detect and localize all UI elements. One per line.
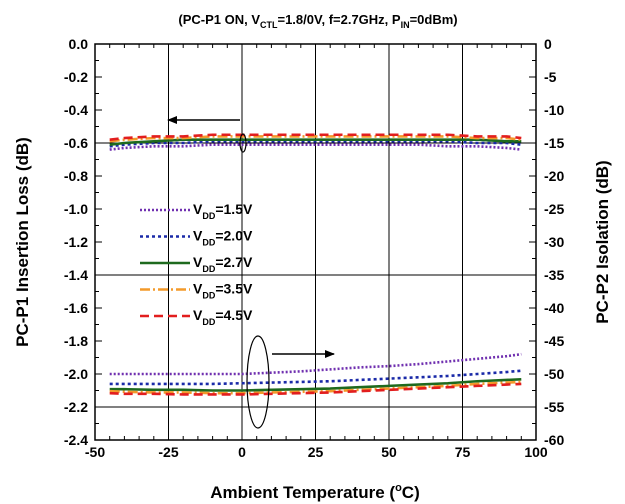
right-y-tick-label: -45	[544, 333, 564, 349]
legend-label-3: VDD=2.7V	[193, 254, 253, 274]
left-y-tick-labels: 0.0 -0.2 -0.4 -0.6 -0.8 -1.0 -1.2 -1.4 -1.6 -1.8 -…	[64, 36, 88, 448]
left-y-tick-label: -1.2	[64, 234, 88, 250]
y-axis-label-left: PC-P1 Insertion Loss (dB)	[13, 137, 32, 347]
x-tick-label: 25	[308, 444, 324, 460]
right-y-tick-label: -5	[544, 69, 557, 85]
x-tick-label: 100	[524, 444, 548, 460]
right-y-tick-label: -15	[544, 135, 564, 151]
insertion-loss-line-1	[109, 143, 522, 151]
left-y-tick-label: -1.8	[64, 333, 88, 349]
y-axis-label-right: PC-P2 Isolation (dB)	[593, 160, 612, 323]
x-tick-label: -50	[85, 444, 105, 460]
insertion-loss-line-2	[109, 140, 522, 148]
legend-label-2: VDD=2.0V	[193, 228, 253, 248]
x-axis-label: Ambient Temperature (oC)	[210, 482, 420, 502]
grid	[95, 44, 536, 440]
right-y-tick-label: -30	[544, 234, 564, 250]
right-y-tick-label: -35	[544, 267, 564, 283]
chart-title: (PC-P1 ON, VCTL=1.8/0V, f=2.7GHz, PIN=0d…	[178, 12, 457, 30]
annotations	[167, 116, 335, 429]
right-y-tick-label: -40	[544, 300, 564, 316]
x-tick-labels: -50 -25 0 25 50 75 100	[85, 444, 548, 460]
left-y-tick-label: -0.8	[64, 168, 88, 184]
plot-frame	[94, 43, 537, 441]
x-tick-label: 75	[455, 444, 471, 460]
left-y-tick-label: -2.2	[64, 399, 88, 415]
x-tick-label: 0	[238, 444, 246, 460]
right-y-tick-label: -25	[544, 201, 564, 217]
left-y-tick-label: -1.4	[64, 267, 88, 283]
insertion-loss-line-4	[109, 135, 522, 143]
insertion-loss-line-5	[109, 133, 522, 141]
legend-label-4: VDD=3.5V	[193, 281, 253, 301]
legend-label-1: VDD=1.5V	[193, 201, 253, 221]
legend: VDD=1.5V VDD=2.0V VDD=2.7V VDD=3.5V VDD=4.5V	[140, 201, 253, 327]
series-lines	[109, 133, 522, 396]
x-tick-label: -25	[158, 444, 178, 460]
right-y-tick-label: -10	[544, 102, 564, 118]
isolation-line-1	[109, 352, 522, 376]
isolation-line-5	[109, 382, 522, 396]
left-y-tick-label: -0.6	[64, 135, 88, 151]
insertion-loss-line-3	[109, 138, 522, 146]
right-y-tick-label: 0	[544, 36, 552, 52]
insertion-group-ellipse	[239, 133, 247, 153]
isolation-line-3	[109, 377, 522, 392]
isolation-line-4	[109, 380, 522, 395]
right-y-tick-label: -50	[544, 366, 564, 382]
isolation-group-ellipse	[246, 335, 270, 429]
left-y-tick-label: -1.0	[64, 201, 88, 217]
x-tick-label: 50	[381, 444, 397, 460]
right-y-tick-label: -20	[544, 168, 564, 184]
right-y-tick-labels: 0 -5 -10 -15 -20 -25 -30 -35 -40 -45 -50 -55 -60	[544, 36, 564, 448]
left-y-tick-label: -0.4	[64, 102, 88, 118]
left-y-tick-label: 0.0	[69, 36, 89, 52]
left-y-tick-label: -1.6	[64, 300, 88, 316]
legend-label-5: VDD=4.5V	[193, 307, 253, 327]
left-y-tick-label: -2.0	[64, 366, 88, 382]
left-y-tick-label: -0.2	[64, 69, 88, 85]
left-y-tick-label: -2.4	[64, 432, 88, 448]
isolation-line-2	[109, 369, 522, 386]
right-y-tick-label: -55	[544, 399, 564, 415]
right-y-tick-label: -60	[544, 432, 564, 448]
